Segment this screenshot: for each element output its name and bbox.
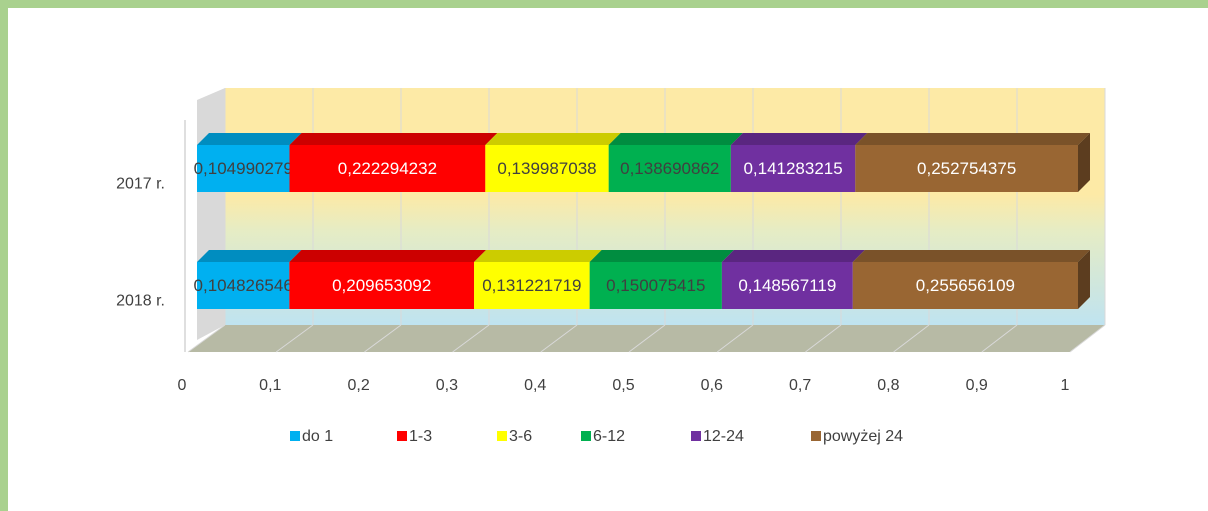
floor-grid-line [716, 324, 754, 353]
bar-top [852, 250, 1090, 262]
legend-swatch [811, 431, 821, 441]
x-tick-label: 0,9 [966, 377, 988, 394]
bar [197, 262, 290, 309]
data-label: 0,222294232 [338, 159, 437, 178]
x-tick-label: 0,8 [877, 377, 899, 394]
x-tick-label: 0,2 [347, 377, 369, 394]
x-tick-label: 0,1 [259, 377, 281, 394]
data-label: 0,150075415 [606, 276, 705, 295]
legend-label: 6-12 [593, 428, 625, 445]
data-label: 0,104990279 [194, 159, 293, 178]
floor-grid-line [275, 324, 314, 353]
bar [721, 262, 853, 309]
legend-label: do 1 [302, 428, 333, 445]
bar-top [289, 133, 498, 145]
data-label: 0,148567119 [738, 276, 836, 295]
bar-top [589, 250, 734, 262]
data-label: 0,131221719 [482, 276, 581, 295]
x-tick-label: 0,3 [436, 377, 458, 394]
legend-label: 3-6 [509, 428, 532, 445]
data-label: 0,255656109 [916, 276, 1015, 295]
bar [608, 145, 731, 192]
bar [289, 145, 486, 192]
data-label: 0,139987038 [497, 159, 596, 178]
bar-side [1078, 250, 1090, 309]
bar [852, 262, 1078, 309]
legend-swatch [397, 431, 407, 441]
x-tick-label: 1 [1061, 377, 1070, 394]
floor-grid-line [628, 324, 666, 353]
bar-top [721, 250, 865, 262]
bar-top [289, 250, 487, 262]
legend-swatch [581, 431, 591, 441]
legend-label: powyżej 24 [823, 428, 903, 445]
data-label: 0,104826546 [194, 276, 293, 295]
floor-grid-line [805, 324, 842, 353]
legend-label: 1-3 [409, 428, 432, 445]
bar-top [855, 133, 1090, 145]
bar-top [197, 133, 302, 145]
bar-top [730, 133, 868, 145]
x-tick-label: 0,6 [701, 377, 723, 394]
y-tick-label: 2017 r. [116, 176, 165, 193]
floor-grid-line [452, 324, 490, 353]
bar [589, 262, 722, 309]
floor-grid-line [893, 324, 930, 353]
floor-grid-line [1069, 324, 1106, 353]
legend-swatch [497, 431, 507, 441]
x-tick-label: 0,5 [612, 377, 634, 394]
x-tick-label: 0 [178, 377, 187, 394]
bar [474, 262, 590, 309]
x-tick-label: 0,7 [789, 377, 811, 394]
legend-label: 12-24 [703, 428, 744, 445]
bar [855, 145, 1078, 192]
bar [197, 145, 290, 192]
bar-side [1078, 133, 1090, 192]
data-label: 0,252754375 [917, 159, 1016, 178]
bar-top [474, 250, 602, 262]
bar [289, 262, 475, 309]
bar-top [608, 133, 743, 145]
x-tick-label: 0,4 [524, 377, 546, 394]
bar-top [485, 133, 621, 145]
y-tick-label: 2018 r. [116, 293, 165, 310]
data-label: 0,209653092 [332, 276, 431, 295]
legend-swatch [691, 431, 701, 441]
floor-grid-line [981, 324, 1018, 353]
bar [730, 145, 856, 192]
data-label: 0,141283215 [743, 159, 842, 178]
floor-grid-line [540, 324, 578, 353]
bar-top [197, 250, 302, 262]
bar [485, 145, 609, 192]
legend-swatch [290, 431, 300, 441]
data-label: 0,138690862 [620, 159, 719, 178]
floor-grid-line [364, 324, 402, 353]
floor-grid-line [187, 324, 226, 353]
